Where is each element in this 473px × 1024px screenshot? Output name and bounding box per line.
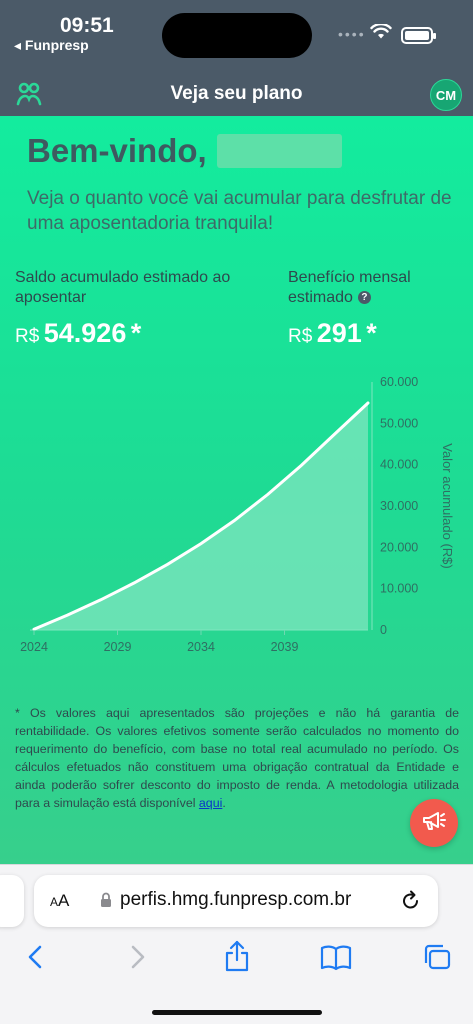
disclaimer-body: * Os valores aqui apresentados são proje… (15, 706, 459, 810)
help-icon[interactable]: ? (357, 291, 371, 305)
redacted-user-name (216, 134, 342, 168)
feedback-button[interactable] (410, 799, 458, 847)
reader-options-button[interactable]: AA (50, 891, 70, 910)
y-axis-label: Valor acumulado (R$) (440, 443, 455, 568)
balance-stat: Saldo acumulado estimado ao aposentar R$… (15, 268, 265, 349)
monthly-benefit-stat: Benefício mensal estimado? R$ 291 * (288, 268, 458, 349)
back-to-app-link[interactable]: ◂ Funpresp (14, 37, 89, 53)
monthly-benefit-asterisk: * (366, 318, 377, 348)
funpresp-logo-icon[interactable] (15, 80, 43, 113)
y-tick-label: 10.000 (380, 582, 418, 596)
methodology-link[interactable]: aqui (198, 796, 223, 810)
signal-icon: •••• (338, 26, 366, 42)
y-tick-label: 20.000 (380, 540, 418, 554)
reload-icon[interactable] (400, 890, 422, 917)
monthly-benefit-label-text: Benefício mensal estimado (288, 269, 411, 306)
url-text: perfis.hmg.funpresp.com.br (120, 889, 352, 910)
balance-value: R$ 54.926 * (15, 318, 265, 349)
tabs-button[interactable] (422, 943, 452, 976)
balance-label: Saldo acumulado estimado ao aposentar (15, 269, 231, 306)
back-button[interactable] (24, 943, 48, 976)
y-tick-label: 60.000 (380, 375, 418, 389)
welcome-subtitle: Veja o quanto você vai acumular para des… (27, 188, 452, 234)
status-time: 09:51 (60, 14, 114, 37)
wifi-icon (370, 22, 392, 45)
welcome-heading: Bem-vindo, (27, 132, 342, 170)
share-button[interactable] (223, 939, 251, 978)
balance-currency: R$ (15, 326, 40, 347)
balance-amount: 54.926 (43, 318, 127, 348)
x-tick-label: 2034 (187, 640, 215, 654)
browser-toolbar: AA perfis.hmg.funpresp.com.br (0, 864, 473, 1024)
y-tick-label: 50.000 (380, 416, 418, 430)
previous-tab-peek[interactable] (0, 875, 24, 927)
x-tick-label: 2039 (271, 640, 299, 654)
app-header: Veja seu plano CM (0, 74, 473, 116)
page-title: Veja seu plano (170, 83, 303, 104)
status-bar: 09:51 ◂ Funpresp •••• (0, 0, 473, 74)
bookmarks-button[interactable] (320, 943, 352, 976)
battery-icon (401, 27, 436, 44)
disclaimer-text: * Os valores aqui apresentados são proje… (15, 704, 459, 812)
user-avatar[interactable]: CM (430, 79, 462, 111)
dynamic-island (162, 13, 312, 58)
home-indicator (152, 1010, 322, 1015)
disclaimer-end: . (222, 796, 226, 810)
monthly-benefit-amount: 291 (316, 318, 362, 348)
balance-asterisk: * (130, 318, 142, 348)
monthly-benefit-value: R$ 291 * (288, 318, 458, 349)
y-tick-label: 40.000 (380, 458, 418, 472)
monthly-benefit-currency: R$ (288, 326, 313, 347)
y-tick-label: 0 (380, 623, 387, 637)
y-tick-label: 30.000 (380, 499, 418, 513)
x-tick-label: 2024 (20, 640, 48, 654)
forward-button[interactable] (125, 943, 149, 976)
chart-series-line (32, 401, 370, 631)
lock-icon (100, 892, 112, 913)
accumulation-chart: 2024 2029 2034 2039 0 10.000 20.000 30.000 40.00… (20, 375, 455, 654)
chart-area-fill (34, 403, 368, 630)
main-content: Bem-vindo, Veja o quanto você vai acumul… (0, 116, 473, 864)
welcome-greeting: Bem-vindo, (27, 132, 207, 169)
monthly-benefit-label: Benefício mensal estimado? (288, 268, 458, 308)
address-bar[interactable]: AA perfis.hmg.funpresp.com.br (34, 875, 438, 927)
megaphone-icon (421, 810, 447, 837)
x-tick-label: 2029 (104, 640, 132, 654)
